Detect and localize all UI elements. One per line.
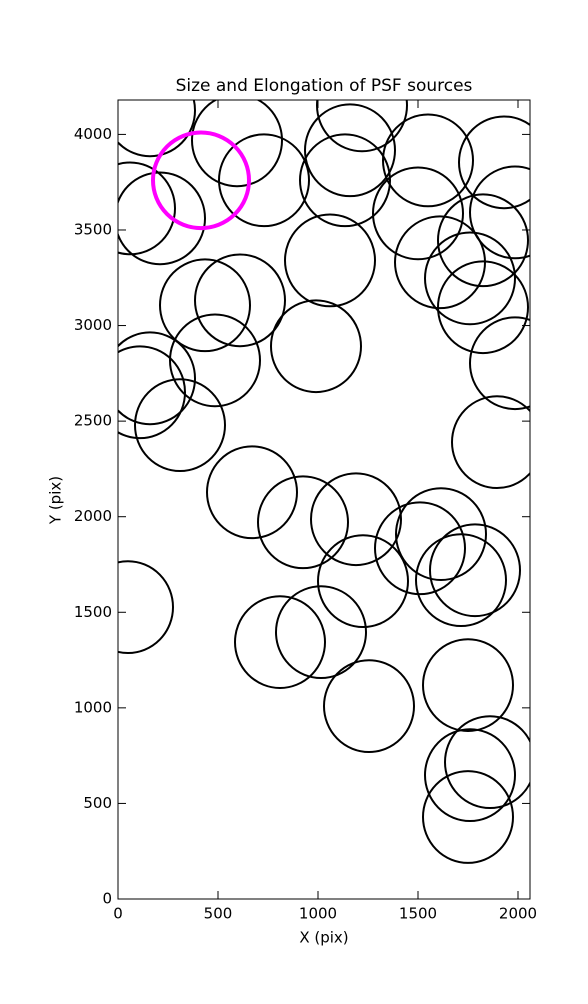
psf-ellipse [424, 728, 516, 823]
x-axis-label: X (pix) [299, 929, 348, 947]
x-tick-label: 0 [113, 905, 123, 923]
psf-ellipse [284, 213, 376, 308]
psf-ellipse [382, 113, 474, 208]
psf-ellipse [118, 100, 196, 158]
psf-ellipse [206, 445, 298, 540]
psf-ellipse [316, 100, 408, 153]
psf-ellipse [444, 715, 530, 809]
psf-ellipse [270, 299, 362, 394]
psf-ellipse [191, 100, 283, 188]
psf-ellipse [234, 595, 326, 689]
psf-ellipse [372, 166, 464, 261]
psf-ellipse [194, 253, 286, 348]
psf-ellipse [299, 133, 391, 228]
y-tick-label: 0 [102, 890, 112, 908]
psf-ellipse [437, 193, 529, 288]
psf-ellipse [257, 475, 349, 570]
psf-ellipse [159, 258, 251, 353]
axes-frame [117, 99, 531, 900]
psf-ellipse [429, 523, 521, 618]
psf-ellipse [394, 215, 486, 310]
psf-ellipse [118, 331, 196, 426]
x-tick-label: 1000 [299, 905, 337, 923]
psf-ellipse [422, 770, 514, 864]
y-tick-label: 2500 [74, 412, 112, 430]
x-tick-label: 1500 [399, 905, 437, 923]
y-tick-label: 500 [83, 794, 112, 812]
plot-area [118, 100, 530, 864]
psf-ellipse [415, 533, 507, 628]
x-tick-label: 2000 [499, 905, 537, 923]
psf-ellipse [169, 313, 261, 408]
psf-ellipse [374, 501, 466, 596]
psf-ellipse [317, 534, 409, 628]
psf-ellipse [118, 161, 176, 256]
y-tick-label: 3500 [74, 220, 112, 238]
psf-ellipse [310, 472, 402, 567]
psf-ellipse [275, 585, 367, 680]
y-axis-label: Y (pix) [47, 476, 65, 525]
x-tick-label: 500 [204, 905, 233, 923]
psf-ellipse [218, 133, 310, 228]
y-tick-label: 3000 [74, 316, 112, 334]
psf-ellipse [323, 659, 415, 754]
psf-ellipse [395, 487, 487, 581]
y-tick-label: 4000 [74, 125, 112, 143]
y-tick-label: 1000 [74, 698, 112, 716]
chart-title: Size and Elongation of PSF sources [176, 76, 473, 96]
psf-ellipse [422, 638, 514, 732]
psf-ellipse [134, 378, 226, 473]
psf-ellipse [424, 231, 516, 326]
psf-ellipse [469, 165, 530, 260]
y-tick-label: 1500 [74, 603, 112, 621]
psf-ellipse [451, 395, 530, 490]
psf-ellipse [304, 103, 396, 198]
psf-ellipse [118, 560, 174, 654]
psf-ellipse [151, 130, 251, 231]
y-tick-label: 2000 [74, 507, 112, 525]
psf-ellipse [118, 345, 186, 440]
psf-ellipse [458, 115, 530, 210]
psf-ellipse [118, 171, 206, 266]
psf-ellipse [469, 316, 530, 411]
